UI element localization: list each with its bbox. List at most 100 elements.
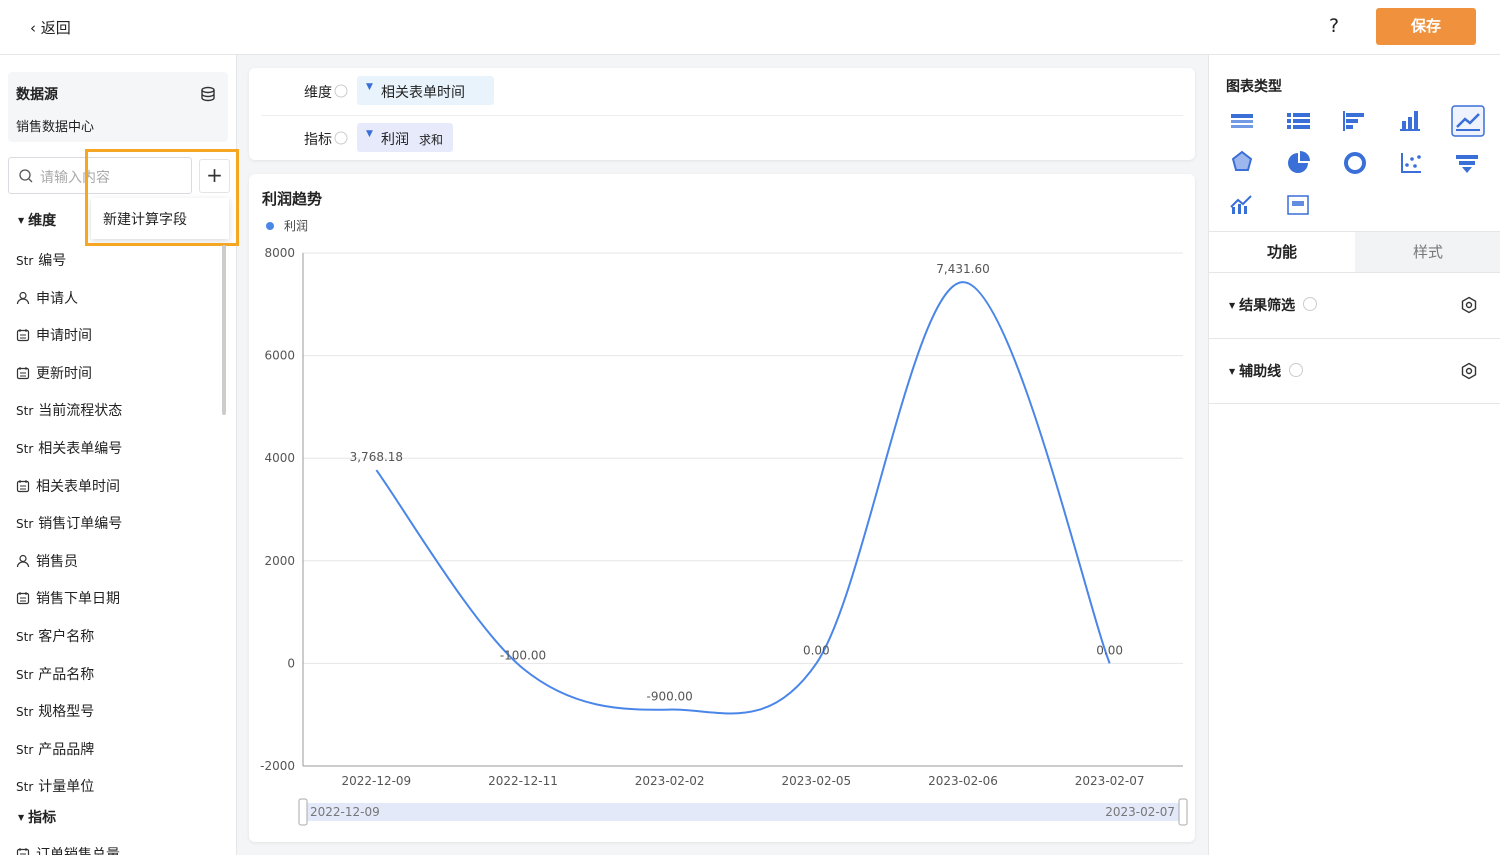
tab[interactable]: 样式 [1412,243,1443,261]
field-type: Str [16,705,34,720]
field-item[interactable]: Str 产品品牌 [16,739,94,759]
search-input[interactable]: 请输入内容 [8,157,192,194]
type-combo[interactable] [1230,195,1252,214]
measure-chip[interactable]: ▼ 利润 求和 [357,123,453,152]
y-tick-label: 8000 [264,246,295,260]
section-title: 维度 [28,213,57,229]
type-table[interactable] [1231,114,1253,128]
help-icon [1289,363,1304,377]
field-item[interactable]: 相关表单时间 [16,476,120,496]
field-icon [16,329,30,342]
slider-handle [1178,798,1188,826]
legend-marker [266,222,274,230]
type-bar-h[interactable] [1343,111,1364,131]
search-icon [19,169,33,183]
section-header: ▼ 指标 [18,807,56,827]
field-item[interactable]: 申请人 [16,288,78,308]
field-name: 相关表单时间 [36,478,120,495]
type-scatter[interactable] [1401,153,1421,173]
back-button[interactable]: ‹ 返回 [30,17,71,38]
caret: ▼ [1229,301,1236,310]
x-tick-label: 2023-02-07 [1075,774,1145,788]
field-item[interactable]: Str 相关表单编号 [16,438,122,458]
x-tick-label: 2022-12-11 [488,774,558,788]
highlight-box [85,149,239,246]
field-item[interactable]: Str 当前流程状态 [16,400,122,420]
field-item[interactable]: Str 编号 [16,250,66,270]
measure-chip-label: 利润 [381,132,409,148]
add-button[interactable]: + [199,159,230,193]
chart-card [249,174,1195,842]
help-icon [1303,297,1318,311]
field-item[interactable]: Str 产品名称 [16,664,94,684]
field-item[interactable]: 申请时间 [16,325,92,345]
chart-title: 利润趋势 [262,190,322,208]
type-list[interactable] [1287,113,1310,129]
type-donut[interactable] [1344,152,1366,174]
type-line[interactable] [1451,105,1485,137]
field-item[interactable]: 销售员 [16,551,78,571]
divider [1209,338,1500,339]
slider-track [303,803,1183,821]
divider [1209,272,1500,273]
field-name: 规格型号 [38,704,95,721]
divider [1209,231,1500,232]
field-item[interactable]: Str 销售订单编号 [16,513,122,533]
top-bar: ‹ 返回 ? 保存 [0,0,1500,55]
chart-types-title: 图表类型 [1226,79,1282,95]
dropdown-menu: 新建计算字段 [91,198,229,239]
section-title: 辅助线 [1239,364,1282,380]
menu-item[interactable]: 新建计算字段 [103,212,187,228]
dimension-chip-label: 相关表单时间 [381,85,465,101]
data-label: 0.00 [1096,643,1123,657]
help-button[interactable]: ? [1329,15,1340,37]
search-placeholder: 请输入内容 [40,170,110,186]
type-pie[interactable] [1288,151,1310,173]
dimension-chip[interactable]: ▼ 相关表单时间 [357,76,494,105]
data-label: -100.00 [500,649,546,663]
settings-icon [1461,362,1477,380]
field-item[interactable]: Str 规格型号 [16,701,94,721]
field-item[interactable]: 销售下单日期 [16,588,120,608]
field-name: 产品品牌 [38,741,95,758]
x-tick-label: 2022-12-09 [341,774,411,788]
back-label: 返回 [40,19,71,37]
save-button[interactable]: 保存 [1376,8,1476,45]
section-title: 结果筛选 [1239,298,1296,314]
divider [261,115,1183,116]
data-source-name[interactable]: 销售数据中心 [16,120,95,135]
db-icon[interactable] [200,86,216,102]
type-radar[interactable] [1231,150,1253,171]
right-panel: 图表类型 功能 样式 ▼ 结果筛选 ▼ 辅助线 [1208,55,1500,855]
field-name: 销售员 [36,553,78,570]
x-tick-label: 2023-02-06 [928,774,998,788]
type-number[interactable] [1287,195,1309,215]
field-type: Str [16,404,34,419]
config-card: 维度 ▼ 相关表单时间 指标 ▼ 利润 求和 [249,68,1195,160]
section-title: 指标 [28,810,57,826]
field-name: 订单销售总量 [36,847,120,855]
measure-label: 指标 [304,132,332,148]
field-item[interactable]: 更新时间 [16,363,92,383]
type-funnel[interactable] [1456,155,1478,173]
field-item[interactable]: Str 计量单位 [16,776,94,796]
field-name: 计量单位 [38,779,95,796]
field-type: Str [16,667,34,682]
type-column[interactable] [1400,111,1420,131]
back-arrow: ‹ [30,19,41,37]
caret: ▼ [1229,367,1236,376]
dimension-label: 维度 [304,85,332,101]
field-item[interactable]: Str 客户名称 [16,626,94,646]
slider-start: 2022-12-09 [310,805,380,819]
tab-bg [1355,232,1500,272]
slider-handle [298,798,308,826]
tab[interactable]: 功能 [1266,243,1297,261]
field-type: Str [16,742,34,757]
field-name: 销售下单日期 [36,591,120,608]
left-panel: 数据源 销售数据中心 请输入内容 + 新建计算字段 ▼ 维度 Str 编号 申请人 申请时… [0,55,239,855]
field-name: 申请人 [36,290,78,307]
settings-section[interactable]: ▼ 辅助线 [1229,361,1304,381]
settings-section[interactable]: ▼ 结果筛选 [1229,295,1318,315]
y-tick-label: -2000 [260,759,295,773]
